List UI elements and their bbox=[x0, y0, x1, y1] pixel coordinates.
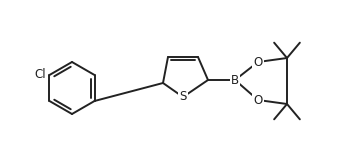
Text: S: S bbox=[179, 90, 187, 104]
Text: B: B bbox=[231, 74, 239, 87]
Text: O: O bbox=[253, 56, 262, 69]
Text: O: O bbox=[253, 93, 262, 106]
Text: Cl: Cl bbox=[35, 69, 46, 81]
